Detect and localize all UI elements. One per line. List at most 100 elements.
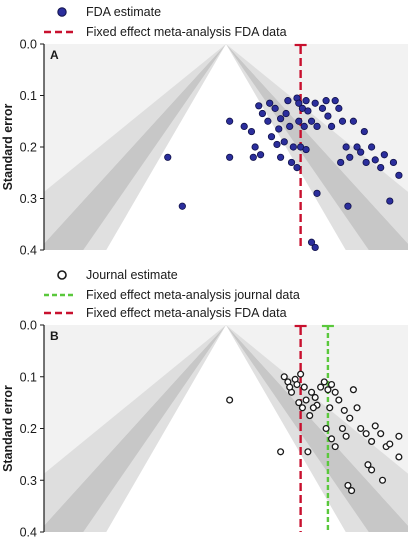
data-point-b-31 <box>349 386 357 394</box>
legend-b: Journal estimate Fixed effect meta-analy… <box>44 268 300 320</box>
data-point-a-4 <box>240 122 248 131</box>
data-point-a-2 <box>226 117 234 125</box>
data-point-a-16 <box>273 140 281 149</box>
data-point-a-50 <box>360 127 368 136</box>
data-point-b-43 <box>395 453 403 461</box>
legend-a: FDA estimate Fixed effect meta-analysis … <box>44 5 287 39</box>
data-point-b-36 <box>371 422 379 430</box>
data-point-b-8 <box>297 370 305 378</box>
data-point-a-35 <box>311 99 319 107</box>
data-point-b-30 <box>346 414 354 422</box>
data-point-a-51 <box>362 158 370 167</box>
data-point-a-15 <box>275 125 283 133</box>
data-point-a-40 <box>324 112 332 120</box>
data-point-b-25 <box>322 424 330 433</box>
y-axis-title-b: Standard error <box>1 385 15 472</box>
y-tick-label-a-0: 0.0 <box>20 38 37 52</box>
y-axis-title-a: Standard error <box>1 103 15 190</box>
data-point-b-42 <box>395 432 403 440</box>
data-point-a-19 <box>284 97 292 105</box>
data-point-b-20 <box>324 386 332 394</box>
data-point-b-46 <box>348 487 356 495</box>
funnel-core-a <box>106 44 346 250</box>
y-tick-label-a-2: 0.2 <box>20 141 37 155</box>
legend-a-label-point: FDA estimate <box>86 5 161 19</box>
data-point-b-1 <box>277 448 285 456</box>
funnel-band-99-right-a <box>226 44 408 244</box>
data-point-b-29 <box>342 432 350 440</box>
data-point-a-62 <box>302 145 310 154</box>
data-point-a-10 <box>249 153 257 161</box>
data-point-a-53 <box>371 156 379 164</box>
data-point-a-56 <box>389 158 398 167</box>
data-point-a-47 <box>349 117 357 125</box>
data-point-b-0 <box>226 396 234 404</box>
data-point-a-49 <box>357 148 365 156</box>
data-point-b-13 <box>298 404 306 412</box>
data-point-a-33 <box>293 164 301 172</box>
legend-b-point-marker <box>57 270 67 280</box>
panel-label-a: A <box>50 48 59 62</box>
data-point-b-23 <box>335 396 343 404</box>
y-tick-label-a-4: 0.4 <box>20 244 37 258</box>
data-point-a-11 <box>266 99 274 107</box>
funnel-band-90-left-b <box>83 325 226 532</box>
y-tick-label-b-0: 0.0 <box>20 319 37 333</box>
y-tick-label-a-1: 0.1 <box>20 89 37 103</box>
data-point-a-28 <box>302 97 310 105</box>
y-tick-label-a-3: 0.3 <box>20 192 37 206</box>
data-point-b-19 <box>320 378 328 386</box>
data-point-a-38 <box>318 104 327 112</box>
data-point-a-26 <box>295 99 303 107</box>
data-point-a-12 <box>264 117 272 125</box>
data-point-a-58 <box>386 197 394 205</box>
data-point-a-61 <box>311 243 319 252</box>
data-point-b-2 <box>304 448 312 456</box>
data-point-a-36 <box>313 122 321 131</box>
data-point-a-18 <box>276 115 285 123</box>
data-point-b-10 <box>300 383 308 391</box>
data-point-b-39 <box>368 466 376 474</box>
data-point-b-38 <box>364 461 372 469</box>
funnel-band-95-right-a <box>226 44 408 250</box>
data-point-a-9 <box>256 151 265 159</box>
data-point-b-34 <box>362 430 370 438</box>
data-point-a-48 <box>353 143 361 151</box>
legend-b-label-point: Journal estimate <box>86 268 178 282</box>
data-point-a-29 <box>295 117 303 125</box>
data-point-a-3 <box>226 153 234 161</box>
data-point-b-33 <box>357 424 365 433</box>
data-point-a-30 <box>300 122 308 131</box>
data-point-a-39 <box>322 97 330 105</box>
data-point-b-27 <box>331 443 339 451</box>
data-point-a-42 <box>335 104 343 112</box>
data-point-a-13 <box>267 133 276 141</box>
data-point-b-41 <box>386 440 394 448</box>
data-point-b-37 <box>377 430 385 438</box>
data-point-b-32 <box>353 404 361 412</box>
data-point-a-22 <box>280 138 288 146</box>
funnel-band-99-left-b <box>44 325 226 526</box>
data-point-a-24 <box>287 158 296 167</box>
data-point-b-12 <box>295 399 303 407</box>
data-point-a-20 <box>282 109 290 118</box>
legend-a-point-marker <box>57 7 67 17</box>
data-point-a-57 <box>395 171 403 179</box>
data-point-b-17 <box>309 404 317 412</box>
data-point-b-21 <box>328 380 336 389</box>
data-point-b-24 <box>326 404 334 412</box>
legend-b-label-fda: Fixed effect meta-analysis FDA data <box>86 306 287 320</box>
data-point-a-41 <box>331 97 339 105</box>
y-tick-label-b-4: 0.4 <box>20 526 37 540</box>
data-point-a-5 <box>255 102 263 110</box>
data-point-a-60 <box>307 238 316 246</box>
data-point-b-47 <box>340 406 348 414</box>
data-point-a-45 <box>346 153 354 161</box>
data-point-a-59 <box>344 202 352 210</box>
funnel-core-b <box>106 325 346 532</box>
funnel-band-95-left-a <box>44 44 226 250</box>
data-point-a-21 <box>286 122 294 131</box>
data-point-a-46 <box>337 158 345 167</box>
data-point-b-11 <box>302 396 310 404</box>
